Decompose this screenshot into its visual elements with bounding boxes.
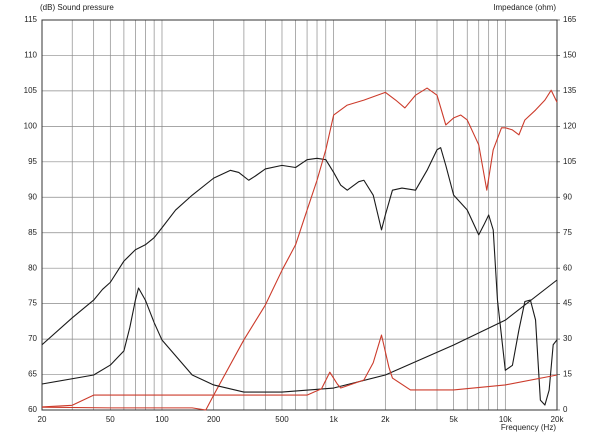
y-tick-label: 90 [28,192,37,201]
y2-axis-title: Impedance (ohm) [493,3,556,12]
y2-tick-label: 30 [563,334,572,343]
spl-line [41,87,558,411]
chart-title: (dB) Sound pressure [40,3,114,12]
y-tick-label: 80 [28,263,37,272]
y-tick-label: 100 [24,121,38,130]
y2-tick-label: 60 [563,263,572,272]
y2-tick-label: 120 [563,121,577,130]
spl-line [41,147,558,406]
impedance-line [41,334,558,408]
x-tick-label: 200 [207,415,221,424]
x-tick-label: 2k [381,415,390,424]
y-tick-label: 65 [28,370,37,379]
y2-tick-label: 165 [563,15,577,24]
y2-tick-label: 0 [563,405,568,414]
y2-tick-label: 135 [563,86,577,95]
x-tick-label: 5k [449,415,458,424]
x-axis-title: Frequency (Hz) [501,423,556,432]
y2-tick-label: 75 [563,228,572,237]
y2-tick-label: 150 [563,51,577,60]
x-tick-label: 100 [155,415,169,424]
x-tick-label: 500 [275,415,289,424]
impedance-line [41,279,558,393]
y-tick-label: 75 [28,299,37,308]
plot-frame [41,19,558,411]
y-tick-label: 105 [24,86,38,95]
y-tick-label: 70 [28,334,37,343]
y2-tick-label: 45 [563,299,572,308]
x-tick-label: 10k [499,415,513,424]
y-tick-label: 115 [24,15,37,24]
y-tick-label: 110 [24,51,37,60]
y2-tick-label: 90 [563,192,572,201]
y-tick-label: 60 [28,405,37,414]
x-tick-label: 20 [38,415,47,424]
x-tick-label: 20k [551,415,565,424]
y2-tick-label: 15 [563,370,572,379]
x-tick-label: 50 [106,415,115,424]
y2-tick-label: 105 [563,157,577,166]
y-tick-label: 85 [28,228,37,237]
y-tick-label: 95 [28,157,37,166]
x-tick-label: 1k [329,415,338,424]
